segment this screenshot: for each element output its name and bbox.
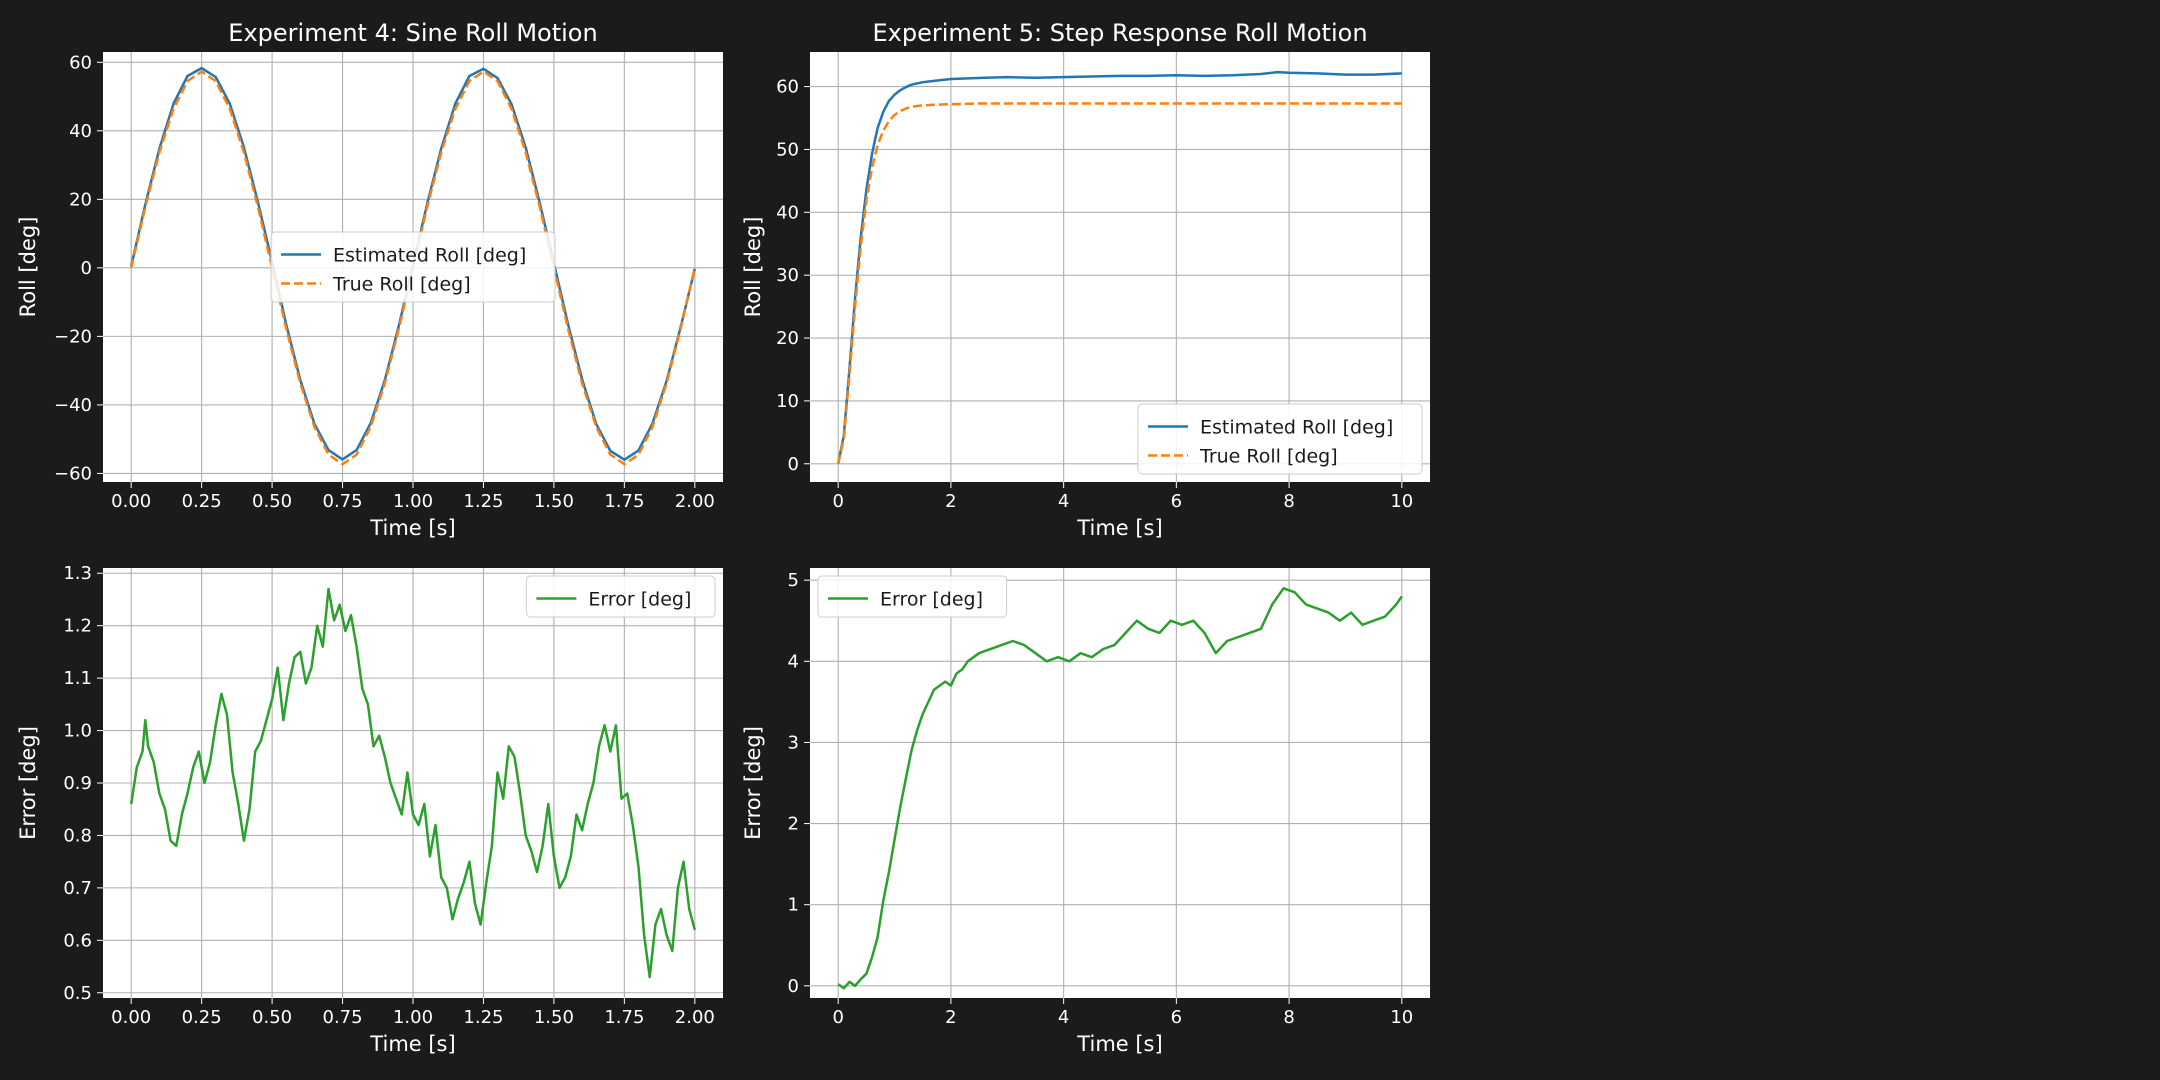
- y-tick-label: 10: [776, 391, 799, 412]
- legend-label: Estimated Roll [deg]: [333, 245, 526, 267]
- x-tick-label: 0: [832, 491, 843, 512]
- y-tick-label: 0.5: [63, 983, 92, 1004]
- y-tick-label: 0.7: [63, 878, 92, 899]
- x-tick-label: 1.75: [604, 491, 644, 512]
- y-axis-label: Error [deg]: [741, 726, 765, 840]
- x-tick-label: 8: [1283, 491, 1294, 512]
- y-tick-label: 1: [788, 895, 799, 916]
- exp5-error-chart: 0 2 4 6 8 10 0 1 2 3 4 5 Time [s] Error [deg] Error [d…: [741, 568, 1430, 1056]
- legend: Estimated Roll [deg] True Roll [deg]: [270, 231, 556, 303]
- y-tick-label: 0: [788, 976, 799, 997]
- y-tick-label: 1.3: [63, 563, 92, 584]
- y-tick-label: 3: [788, 732, 799, 753]
- series-line-2: [836, 102, 1402, 465]
- y-tick-label: 0: [788, 454, 799, 475]
- y-tick-label: 40: [776, 202, 799, 223]
- y-tick-label: 5: [788, 570, 799, 591]
- plot-area: [810, 568, 1430, 998]
- x-tick-label: 4: [1058, 1007, 1069, 1028]
- y-tick-label: 4: [788, 651, 799, 672]
- x-tick-label: 8: [1283, 1007, 1294, 1028]
- y-tick-label: 20: [69, 189, 92, 210]
- series-line-1: [837, 587, 1403, 990]
- legend-label: Error [deg]: [588, 589, 691, 611]
- series-line-1: [129, 587, 697, 979]
- legend-label: True Roll [deg]: [1199, 446, 1338, 468]
- y-tick-label: −60: [54, 463, 92, 484]
- legend: Estimated Roll [deg] True Roll [deg]: [1137, 403, 1423, 475]
- legend-label: True Roll [deg]: [332, 274, 471, 296]
- legend-label: Error [deg]: [880, 589, 983, 611]
- x-tick-label: 10: [1390, 1007, 1413, 1028]
- x-tick-label: 0.25: [182, 491, 222, 512]
- y-tick-label: 1.0: [63, 721, 92, 742]
- chart-title: Experiment 4: Sine Roll Motion: [228, 19, 597, 47]
- legend-frame: [270, 231, 556, 303]
- x-tick-label: 2.00: [675, 491, 715, 512]
- y-tick-label: 0.8: [63, 825, 92, 846]
- y-tick-label: 60: [69, 52, 92, 73]
- x-axis-label: Time [s]: [369, 1032, 455, 1056]
- x-tick-label: 4: [1058, 491, 1069, 512]
- x-tick-label: 2: [945, 1007, 956, 1028]
- x-tick-label: 0.00: [111, 491, 151, 512]
- x-tick-label: 0.50: [252, 1007, 292, 1028]
- x-tick-label: 0.50: [252, 491, 292, 512]
- y-tick-label: 20: [776, 328, 799, 349]
- y-axis-label: Roll [deg]: [16, 217, 40, 318]
- x-tick-label: 1.50: [534, 1007, 574, 1028]
- legend-frame: [525, 575, 716, 618]
- x-tick-label: 1.25: [463, 1007, 503, 1028]
- legend: Error [deg]: [817, 575, 1008, 618]
- x-tick-label: 0.75: [323, 491, 363, 512]
- y-tick-label: 30: [776, 265, 799, 286]
- y-tick-label: 0.6: [63, 930, 92, 951]
- y-tick-label: 50: [776, 139, 799, 160]
- y-tick-label: 60: [776, 77, 799, 98]
- exp5-roll-chart: 0 2 4 6 8 10 0 10 20 30 40 50 60 Experiment 5: Step R…: [741, 19, 1430, 540]
- y-tick-label: 2: [788, 814, 799, 835]
- x-tick-label: 0.25: [182, 1007, 222, 1028]
- legend: Error [deg]: [525, 575, 716, 618]
- exp4-roll-chart: 0.00 0.25 0.50 0.75 1.00 1.25 1.50 1.75 2.00 −60 −…: [16, 19, 723, 540]
- x-tick-label: 1.50: [534, 491, 574, 512]
- x-tick-label: 2.00: [675, 1007, 715, 1028]
- y-tick-label: 0.9: [63, 773, 92, 794]
- y-tick-label: 1.1: [63, 668, 92, 689]
- y-tick-label: −40: [54, 395, 92, 416]
- exp4-error-chart: 0.00 0.25 0.50 0.75 1.00 1.25 1.50 1.75 2.00 0.5 0…: [16, 563, 723, 1056]
- legend-label: Estimated Roll [deg]: [1200, 417, 1393, 439]
- x-axis-label: Time [s]: [369, 516, 455, 540]
- x-axis-label: Time [s]: [1076, 516, 1162, 540]
- x-tick-label: 1.75: [604, 1007, 644, 1028]
- x-tick-label: 0.00: [111, 1007, 151, 1028]
- x-tick-label: 1.25: [463, 491, 503, 512]
- legend-frame: [817, 575, 1008, 618]
- x-tick-label: 6: [1171, 1007, 1182, 1028]
- x-tick-label: 1.00: [393, 1007, 433, 1028]
- y-tick-label: 0: [81, 258, 92, 279]
- y-axis-label: Error [deg]: [16, 726, 40, 840]
- chart-title: Experiment 5: Step Response Roll Motion: [872, 19, 1367, 47]
- y-tick-label: −20: [54, 326, 92, 347]
- x-tick-label: 10: [1390, 491, 1413, 512]
- x-tick-label: 0.75: [323, 1007, 363, 1028]
- x-tick-label: 0: [832, 1007, 843, 1028]
- x-tick-label: 1.00: [393, 491, 433, 512]
- x-tick-label: 2: [945, 491, 956, 512]
- legend-frame: [1137, 403, 1423, 475]
- x-tick-label: 6: [1171, 491, 1182, 512]
- y-tick-label: 1.2: [63, 616, 92, 637]
- y-tick-label: 40: [69, 121, 92, 142]
- y-axis-label: Roll [deg]: [741, 217, 765, 318]
- series-line-1: [836, 70, 1402, 465]
- x-axis-label: Time [s]: [1076, 1032, 1162, 1056]
